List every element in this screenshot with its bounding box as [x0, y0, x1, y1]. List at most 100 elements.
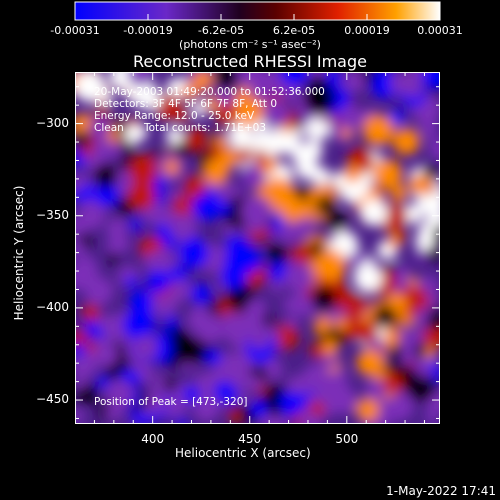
heatmap-cell [353, 263, 383, 293]
heatmap-cell [191, 101, 207, 117]
axis-ticks [75, 72, 440, 424]
heatmap-cell [388, 109, 405, 126]
heatmap-cell [246, 298, 267, 320]
heatmap-cell [75, 342, 87, 357]
heatmap-cell [279, 388, 309, 418]
colorbar-tick-label: -0.00031 [50, 24, 100, 37]
heatmap-cell [342, 72, 366, 93]
heatmap-cell [101, 92, 115, 105]
heatmap-cell [75, 350, 98, 379]
heatmap-cell [415, 231, 435, 251]
heatmap-cell [373, 305, 397, 329]
heatmap-cell [220, 262, 248, 290]
heatmap-cell [308, 75, 329, 96]
annotation-time-range: 20-May-2003 01:49:20.000 to 01:52:36.000 [94, 86, 325, 98]
heatmap-cell [132, 291, 154, 313]
heatmap-cell [387, 345, 403, 361]
heatmap-cell [296, 144, 316, 164]
heatmap-cell [315, 195, 335, 215]
heatmap-cell [424, 246, 440, 263]
heatmap-cell [279, 196, 306, 222]
heatmap-cell [340, 126, 353, 139]
heatmap-cell [405, 371, 437, 402]
heatmap-cell [96, 104, 110, 118]
heatmap-cell [178, 238, 209, 269]
heatmap-cell [290, 244, 313, 267]
heatmap-cell [228, 409, 241, 423]
heatmap-cell [105, 379, 135, 409]
heatmap-cell [125, 276, 139, 290]
heatmap-cell [107, 252, 120, 265]
colorbar-units: (photons cm⁻² s⁻¹ asec⁻²) [179, 38, 321, 51]
heatmap-cell [179, 339, 206, 365]
heatmap-cell [250, 331, 270, 350]
heatmap-cell [154, 223, 171, 240]
heatmap-cell [420, 119, 437, 135]
annotation-detectors: Detectors: 3F 4F 5F 6F 7F 8F, Att 0 [94, 98, 278, 110]
heatmap-cell [227, 123, 254, 150]
heatmap-cell [163, 315, 179, 330]
y-tick-label: −400 [36, 299, 69, 314]
heatmap-cell [129, 154, 161, 186]
y-axis-label: Heliocentric Y (arcsec) [12, 185, 26, 321]
heatmap-cell [344, 294, 367, 317]
heatmap-cell [253, 149, 269, 165]
heatmap-cell [165, 126, 184, 145]
heatmap-cell [183, 175, 207, 198]
heatmap-cell [343, 164, 362, 183]
colorbar-tick-label: -6.2e-05 [197, 24, 245, 37]
colorbar-ticks [74, 14, 441, 20]
heatmap-cell [360, 198, 388, 226]
heatmap-cell [96, 375, 110, 389]
heatmap-cell [164, 159, 180, 175]
heatmap-cell [314, 249, 347, 282]
heatmap-cell [176, 417, 189, 424]
heatmap-cell [75, 376, 87, 390]
heatmap-cell [246, 375, 263, 391]
heatmap-cell [362, 114, 394, 146]
heatmap-cell [111, 234, 130, 253]
heatmap-cell [81, 303, 100, 322]
heatmap-cell [307, 372, 323, 388]
heatmap-cell [169, 213, 198, 242]
annotation-method: Clean [94, 122, 124, 134]
heatmap-cell [425, 411, 439, 424]
heatmap-cell [387, 235, 402, 249]
heatmap-cell [165, 398, 184, 417]
heatmap-cell [75, 274, 86, 291]
heatmap-cell [163, 377, 177, 392]
heatmap-cell [218, 201, 231, 215]
heatmap-cell [402, 203, 423, 225]
heatmap-cell [144, 249, 173, 278]
heatmap-cell [306, 117, 330, 141]
heatmap-cell [404, 80, 423, 99]
colorbar [74, 1, 441, 21]
heatmap-cell [105, 405, 122, 422]
x-tick-label: 500 [335, 432, 359, 446]
heatmap-cell [93, 181, 119, 207]
heatmap-cell [185, 128, 207, 151]
heatmap-cell [107, 217, 127, 237]
y-tick-label: −450 [36, 392, 69, 407]
heatmap-cell [213, 381, 236, 403]
heatmap-cell [380, 202, 408, 230]
heatmap-cell [320, 338, 338, 356]
heatmap-cell [335, 317, 349, 331]
heatmap-cell [75, 72, 106, 103]
heatmap-cell [96, 314, 114, 332]
annotation-total-counts: Total counts: 1.71E+03 [144, 122, 267, 134]
heatmap-cell [196, 316, 224, 344]
footer-timestamp: 1-May-2022 17:41 [386, 484, 496, 498]
heatmap-cell [191, 190, 222, 221]
heatmap-cell [118, 155, 133, 171]
heatmap-cell [356, 321, 378, 343]
colorbar-gradient [74, 1, 441, 21]
heatmap-cell [327, 212, 348, 233]
heatmap-cell [309, 343, 325, 359]
y-tick-label: −350 [36, 207, 69, 222]
heatmap-cell [216, 104, 239, 127]
heatmap-cell [127, 181, 157, 210]
heatmap-cell [88, 116, 113, 141]
heatmap-cell [285, 314, 299, 328]
annotation-peak-position: Position of Peak = [473,-320] [94, 396, 248, 408]
